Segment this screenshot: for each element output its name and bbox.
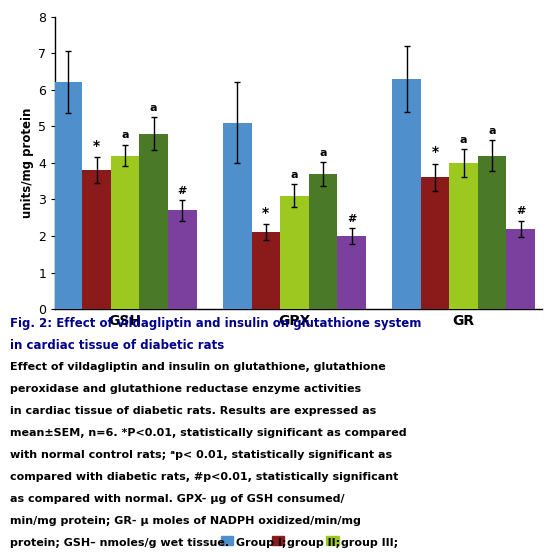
Text: min/mg protein; GR- μ moles of NADPH oxidized/min/mg: min/mg protein; GR- μ moles of NADPH oxi… xyxy=(10,516,361,526)
Text: *: * xyxy=(431,145,439,159)
Text: a: a xyxy=(488,126,496,136)
Text: mean±SEM, n=6. *P<0.01, statistically significant as compared: mean±SEM, n=6. *P<0.01, statistically si… xyxy=(10,428,406,438)
Text: #: # xyxy=(178,186,187,196)
Text: a: a xyxy=(121,130,129,140)
Bar xyxy=(337,236,366,309)
Text: group III;: group III; xyxy=(341,538,399,548)
Text: #: # xyxy=(516,206,525,216)
Text: a: a xyxy=(150,103,158,113)
Y-axis label: units/mg protein: units/mg protein xyxy=(21,108,34,218)
Bar xyxy=(223,123,252,309)
Text: *: * xyxy=(93,139,100,153)
Text: group II;: group II; xyxy=(287,538,340,548)
Bar xyxy=(478,156,507,309)
Bar xyxy=(450,163,478,309)
Text: Fig. 2: Effect of vildagliptin and insulin on glutathione system: Fig. 2: Effect of vildagliptin and insul… xyxy=(10,317,421,331)
Bar xyxy=(54,82,82,309)
Text: a: a xyxy=(319,148,327,158)
Text: in cardiac tissue of diabetic rats. Results are expressed as: in cardiac tissue of diabetic rats. Resu… xyxy=(10,406,376,416)
Bar xyxy=(280,196,309,309)
Bar xyxy=(392,79,421,309)
Text: Group I;: Group I; xyxy=(236,538,286,548)
Text: *: * xyxy=(262,206,269,220)
Text: #: # xyxy=(347,214,356,224)
Bar xyxy=(139,134,168,309)
Bar xyxy=(168,210,196,309)
Bar xyxy=(111,156,139,309)
Text: a: a xyxy=(291,169,298,179)
Bar xyxy=(421,178,450,309)
Text: in cardiac tissue of diabetic rats: in cardiac tissue of diabetic rats xyxy=(10,339,224,353)
Text: peroxidase and glutathione reductase enzyme activities: peroxidase and glutathione reductase enz… xyxy=(10,384,361,394)
Text: with normal control rats; ᵃp< 0.01, statistically significant as: with normal control rats; ᵃp< 0.01, stat… xyxy=(10,450,392,460)
Text: protein; GSH– nmoles/g wet tissue.: protein; GSH– nmoles/g wet tissue. xyxy=(10,538,229,548)
Bar xyxy=(82,170,111,309)
Bar xyxy=(507,229,535,309)
Text: a: a xyxy=(460,135,467,145)
Bar xyxy=(309,174,337,309)
Text: compared with diabetic rats, #p<0.01, statistically significant: compared with diabetic rats, #p<0.01, st… xyxy=(10,472,398,482)
Text: as compared with normal. GPX- μg of GSH consumed/: as compared with normal. GPX- μg of GSH … xyxy=(10,494,345,504)
Bar xyxy=(252,232,280,309)
Text: Effect of vildagliptin and insulin on glutathione, glutathione: Effect of vildagliptin and insulin on gl… xyxy=(10,362,385,371)
